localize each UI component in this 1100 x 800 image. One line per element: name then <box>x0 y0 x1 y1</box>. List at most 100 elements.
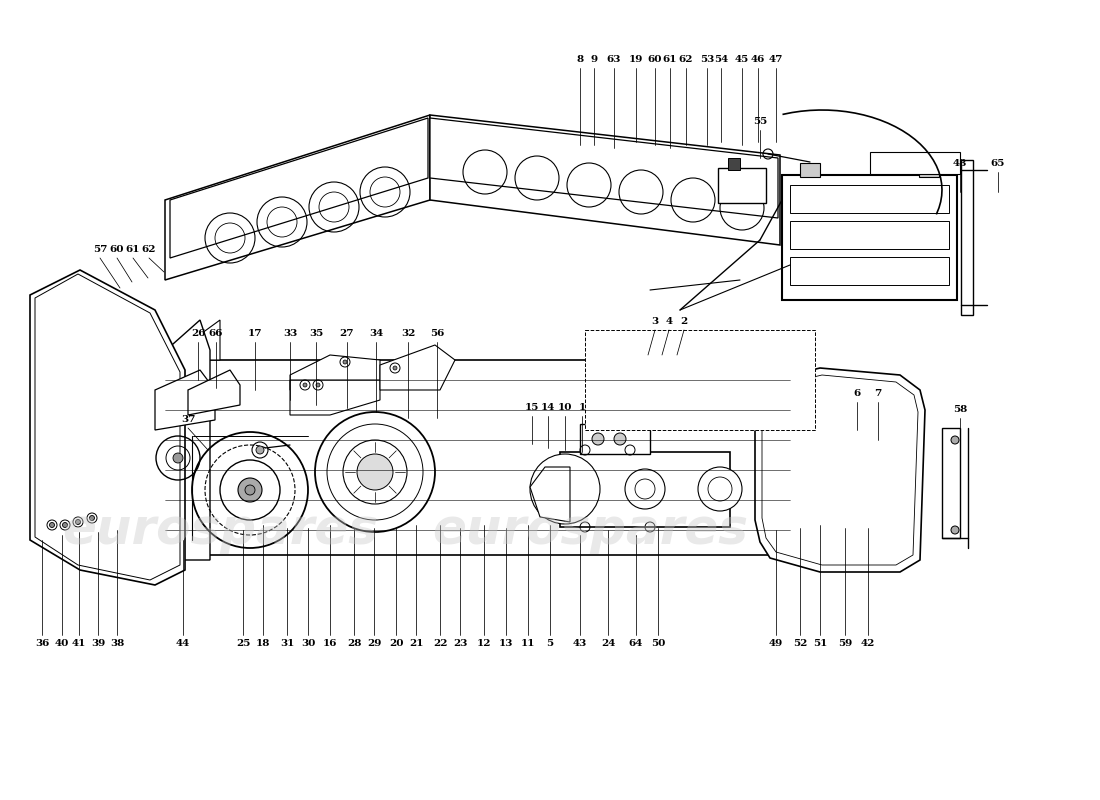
Text: 23: 23 <box>453 638 468 647</box>
Polygon shape <box>155 370 214 430</box>
Polygon shape <box>430 118 778 218</box>
Text: eurospares: eurospares <box>432 506 748 554</box>
Text: 35: 35 <box>309 330 323 338</box>
Polygon shape <box>762 375 918 565</box>
Circle shape <box>256 446 264 454</box>
Text: 57: 57 <box>92 246 107 254</box>
Text: 47: 47 <box>769 55 783 65</box>
Text: 58: 58 <box>953 406 967 414</box>
Text: 7: 7 <box>874 390 881 398</box>
Text: 46: 46 <box>751 55 766 65</box>
Text: 63: 63 <box>607 55 621 65</box>
Bar <box>870 152 960 174</box>
Text: 48: 48 <box>953 159 967 169</box>
Text: 13: 13 <box>498 638 514 647</box>
Circle shape <box>592 433 604 445</box>
Text: 37: 37 <box>180 415 195 425</box>
Bar <box>918 163 939 177</box>
Text: 62: 62 <box>679 55 693 65</box>
Bar <box>790 257 949 285</box>
Text: 2: 2 <box>681 318 688 326</box>
Circle shape <box>343 360 346 364</box>
Polygon shape <box>188 370 240 415</box>
Text: 60: 60 <box>648 55 662 65</box>
Circle shape <box>698 467 742 511</box>
Bar <box>560 452 730 527</box>
Polygon shape <box>170 118 428 258</box>
Text: eurospares: eurospares <box>62 506 378 554</box>
Text: 40: 40 <box>55 638 69 647</box>
Text: 54: 54 <box>714 55 728 65</box>
Circle shape <box>63 522 67 527</box>
Text: 43: 43 <box>573 638 587 647</box>
Text: 25: 25 <box>235 638 250 647</box>
Text: 52: 52 <box>793 638 807 647</box>
Text: 50: 50 <box>651 638 666 647</box>
Bar <box>580 424 650 454</box>
Circle shape <box>892 159 898 165</box>
Text: 28: 28 <box>346 638 361 647</box>
Circle shape <box>358 454 393 490</box>
Circle shape <box>50 522 55 527</box>
Circle shape <box>908 159 913 165</box>
Text: 15: 15 <box>525 403 539 413</box>
Text: 60: 60 <box>110 246 124 254</box>
Circle shape <box>393 366 397 370</box>
Text: 16: 16 <box>322 638 338 647</box>
Text: 31: 31 <box>279 638 294 647</box>
Circle shape <box>316 383 320 387</box>
Text: 17: 17 <box>248 330 262 338</box>
Text: 51: 51 <box>813 638 827 647</box>
Text: 32: 32 <box>400 330 415 338</box>
Text: 45: 45 <box>735 55 749 65</box>
Text: 29: 29 <box>366 638 382 647</box>
Text: 9: 9 <box>591 55 597 65</box>
Circle shape <box>952 526 959 534</box>
Text: 38: 38 <box>110 638 124 647</box>
Text: 39: 39 <box>91 638 106 647</box>
Text: 33: 33 <box>283 330 297 338</box>
Text: 20: 20 <box>388 638 404 647</box>
Polygon shape <box>755 368 925 572</box>
Text: 49: 49 <box>769 638 783 647</box>
Polygon shape <box>961 160 974 315</box>
Polygon shape <box>379 345 455 390</box>
Text: 56: 56 <box>430 330 444 338</box>
Polygon shape <box>30 270 185 585</box>
Text: 18: 18 <box>256 638 271 647</box>
Polygon shape <box>165 360 790 555</box>
Circle shape <box>917 159 923 165</box>
Text: 26: 26 <box>190 330 206 338</box>
Text: 21: 21 <box>409 638 424 647</box>
Bar <box>800 163 820 177</box>
Polygon shape <box>165 320 220 360</box>
Polygon shape <box>35 274 180 580</box>
Bar <box>782 175 957 300</box>
Polygon shape <box>290 355 380 390</box>
Text: 3: 3 <box>651 318 659 326</box>
Text: 61: 61 <box>662 55 678 65</box>
Text: 62: 62 <box>142 246 156 254</box>
Text: 19: 19 <box>629 55 644 65</box>
Text: 44: 44 <box>176 638 190 647</box>
Bar <box>728 158 740 170</box>
Circle shape <box>302 383 307 387</box>
Circle shape <box>952 436 959 444</box>
Circle shape <box>238 478 262 502</box>
Text: 4: 4 <box>666 318 672 326</box>
Circle shape <box>614 433 626 445</box>
Polygon shape <box>165 115 430 280</box>
Polygon shape <box>155 320 210 560</box>
Text: 12: 12 <box>476 638 492 647</box>
Text: 34: 34 <box>368 330 383 338</box>
Text: 22: 22 <box>432 638 448 647</box>
Text: 59: 59 <box>838 638 853 647</box>
Bar <box>718 168 766 203</box>
Circle shape <box>89 515 95 521</box>
Circle shape <box>877 159 883 165</box>
Polygon shape <box>530 467 570 522</box>
Text: 5: 5 <box>547 638 553 647</box>
Text: 14: 14 <box>541 403 556 413</box>
Bar <box>942 428 960 538</box>
Circle shape <box>530 454 600 524</box>
